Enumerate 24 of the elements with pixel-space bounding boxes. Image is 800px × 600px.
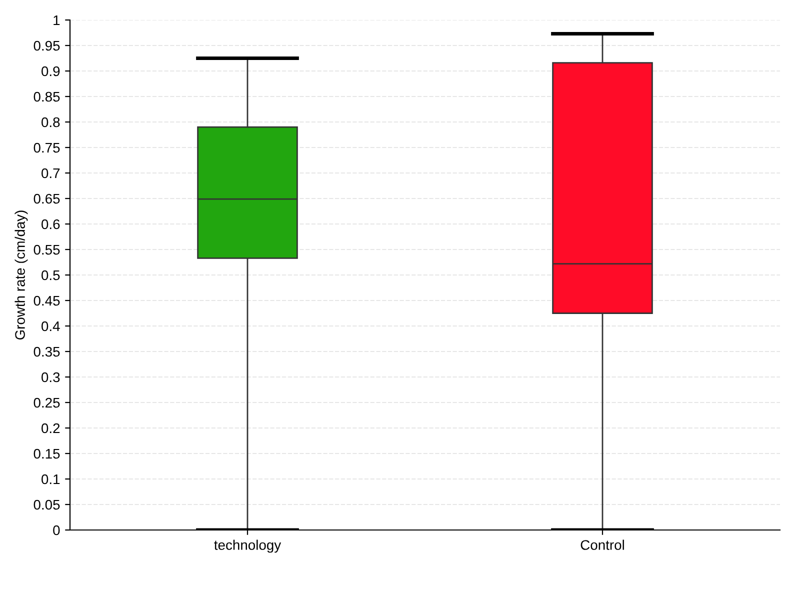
y-tick-label: 0.25 [34, 398, 60, 408]
y-tick-label: 0.75 [34, 142, 60, 153]
y-tick-label: 0.5 [42, 270, 60, 280]
y-tick-label: 0.6 [42, 219, 60, 230]
y-tick-label: 0.35 [34, 346, 60, 357]
y-tick-label: 0.85 [34, 92, 60, 102]
y-tick-label: 1 [54, 15, 60, 26]
y-tick-label: 0.2 [42, 423, 60, 434]
y-tick-label: 0.05 [34, 500, 60, 510]
x-tick-label: technology [214, 540, 282, 553]
y-tick-label: 0.55 [34, 244, 60, 255]
y-tick-label: 0.7 [42, 168, 60, 178]
y-axis-title: Growth rate (cm/day) [14, 210, 28, 340]
y-tick-label: 0.45 [34, 296, 60, 306]
y-tick-label: 0.4 [42, 321, 60, 332]
y-tick-label: 0.65 [34, 194, 60, 204]
y-tick-label: 0.3 [42, 372, 60, 382]
y-tick-label: 0.95 [34, 40, 60, 51]
y-tick-label: 0 [53, 525, 60, 536]
x-tick-label: Control [580, 540, 624, 550]
y-tick-label: 0.8 [42, 117, 60, 128]
y-tick-label: 0.15 [34, 448, 60, 459]
y-tick-label: 0.1 [42, 474, 60, 484]
y-tick-label: 0.9 [42, 66, 60, 76]
